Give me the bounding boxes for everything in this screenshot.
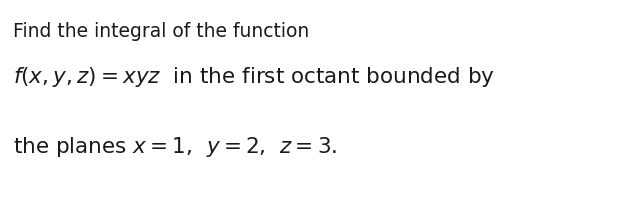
- Text: the planes $x = 1$,  $y = 2$,  $z = 3$.: the planes $x = 1$, $y = 2$, $z = 3$.: [13, 135, 337, 159]
- Text: Find the integral of the function: Find the integral of the function: [13, 22, 309, 41]
- Text: $f(x, y, z) = xyz$  in the first octant bounded by: $f(x, y, z) = xyz$ in the first octant b…: [13, 65, 495, 89]
